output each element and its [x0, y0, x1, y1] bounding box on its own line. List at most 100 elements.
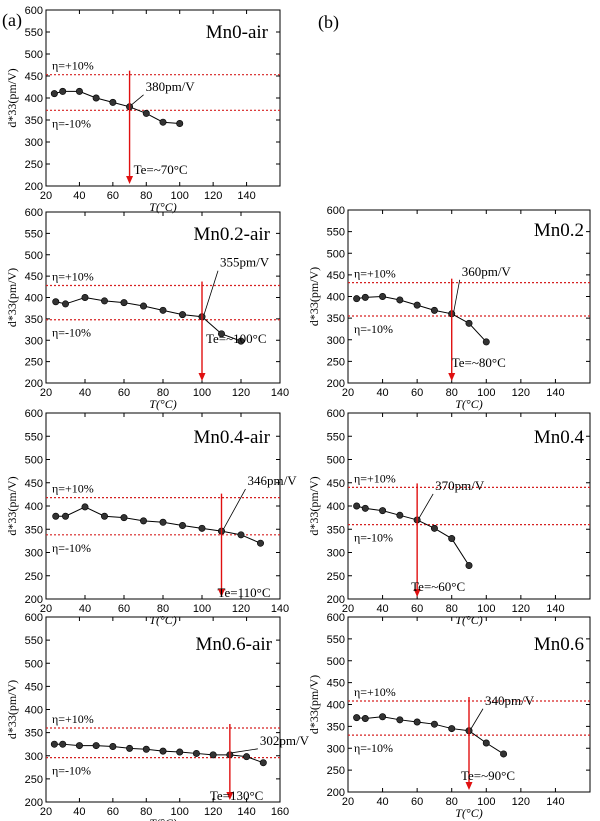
y-tick-label: 600: [25, 612, 43, 624]
y-tick-label: 200: [25, 797, 43, 809]
y-tick-label: 200: [327, 594, 345, 606]
x-tick-label: 100: [171, 806, 189, 818]
band-upper-label: η=+10%: [354, 685, 396, 699]
y-tick-label: 550: [25, 228, 43, 240]
x-tick-label: 20: [40, 806, 52, 818]
x-tick-label: 100: [193, 387, 211, 399]
data-point: [120, 299, 128, 307]
y-tick-label: 600: [327, 612, 345, 624]
band-lower-label: η=-10%: [354, 322, 393, 336]
y-tick-label: 250: [25, 159, 43, 171]
y-tick-label: 450: [327, 678, 345, 690]
y-tick-label: 500: [25, 49, 43, 61]
te-arrow-head: [218, 589, 225, 597]
data-point: [92, 94, 100, 102]
y-tick-label: 250: [25, 571, 43, 583]
x-tick-label: 20: [40, 603, 52, 615]
band-upper-label: η=+10%: [52, 270, 94, 284]
data-point: [353, 714, 361, 722]
chart-0: 200 250 300 350 400 450 500 550 600 20 40 60 80 100 12…: [5, 5, 281, 214]
data-point: [448, 535, 456, 543]
y-tick-label: 300: [25, 751, 43, 763]
point-value-label: 346pm/V: [248, 473, 298, 488]
data-point: [59, 87, 67, 95]
y-tick-label: 200: [327, 787, 345, 799]
data-point: [142, 745, 150, 753]
x-tick-label: 60: [118, 603, 130, 615]
band-upper-label: η=+10%: [52, 712, 94, 726]
y-tick-label: 600: [327, 408, 345, 420]
data-point: [430, 524, 438, 532]
y-tick-label: 400: [327, 501, 345, 513]
x-tick-label: 60: [107, 190, 119, 202]
x-tick-label: 160: [271, 806, 289, 818]
band-upper-label: η=+10%: [52, 482, 94, 496]
data-point: [361, 714, 369, 722]
point-value-label: 340pm/V: [485, 693, 535, 708]
data-point: [192, 749, 200, 757]
data-point: [159, 118, 167, 126]
data-point: [243, 753, 251, 761]
panel-label-a: (a): [2, 10, 22, 31]
x-tick-label: 40: [376, 387, 388, 399]
chart-title: Mn0.6-air: [195, 634, 272, 655]
data-point: [237, 337, 245, 345]
x-tick-label: 140: [546, 387, 564, 399]
chart-4: 200 250 300 350 400 450 500 550 600 20 40 60 80 100 12…: [307, 205, 591, 411]
y-axis-label: d*33(pm/V): [5, 68, 19, 127]
x-tick-label: 40: [79, 603, 91, 615]
data-point: [256, 539, 264, 547]
data-point: [81, 293, 89, 301]
x-tick-label: 40: [376, 603, 388, 615]
data-point: [109, 98, 117, 106]
y-tick-label: 400: [327, 700, 345, 712]
y-tick-label: 550: [25, 431, 43, 443]
data-point: [159, 518, 167, 526]
x-axis-label: T(°C): [455, 397, 482, 411]
data-point: [61, 300, 69, 308]
x-tick-label: 60: [107, 806, 119, 818]
data-point: [179, 311, 187, 319]
y-tick-label: 350: [25, 314, 43, 326]
point-label-pointer: [231, 748, 258, 754]
data-point: [379, 507, 387, 515]
x-tick-label: 100: [477, 603, 495, 615]
x-tick-label: 80: [157, 387, 169, 399]
y-tick-label: 450: [25, 271, 43, 283]
y-axis-label: d*33(pm/V): [307, 675, 321, 734]
data-point: [361, 293, 369, 301]
x-tick-label: 140: [546, 796, 564, 808]
data-point: [126, 744, 134, 752]
y-tick-label: 300: [327, 743, 345, 755]
x-tick-label: 140: [237, 190, 255, 202]
chart-title: Mn0-air: [206, 22, 269, 43]
point-label-pointer: [470, 708, 484, 729]
x-tick-label: 60: [118, 387, 130, 399]
band-upper-label: η=+10%: [354, 267, 396, 281]
y-tick-label: 250: [327, 571, 345, 583]
y-tick-label: 200: [25, 181, 43, 193]
band-lower-label: η=-10%: [52, 541, 91, 555]
x-tick-label: 80: [446, 387, 458, 399]
te-arrow-head: [465, 782, 473, 790]
x-tick-label: 100: [477, 796, 495, 808]
y-tick-label: 400: [25, 501, 43, 513]
chart-title: Mn0.4: [534, 427, 585, 448]
y-tick-label: 400: [25, 705, 43, 717]
y-tick-label: 550: [327, 227, 345, 239]
point-value-label: 380pm/V: [146, 79, 196, 94]
data-point: [75, 742, 83, 750]
data-point: [61, 512, 69, 520]
y-tick-label: 350: [25, 524, 43, 536]
te-arrow-head: [413, 589, 421, 597]
data-point: [159, 306, 167, 314]
data-point: [396, 511, 404, 519]
y-tick-label: 200: [327, 378, 345, 390]
x-tick-label: 140: [271, 387, 289, 399]
data-point: [92, 742, 100, 750]
band-lower-label: η=-10%: [354, 531, 393, 545]
